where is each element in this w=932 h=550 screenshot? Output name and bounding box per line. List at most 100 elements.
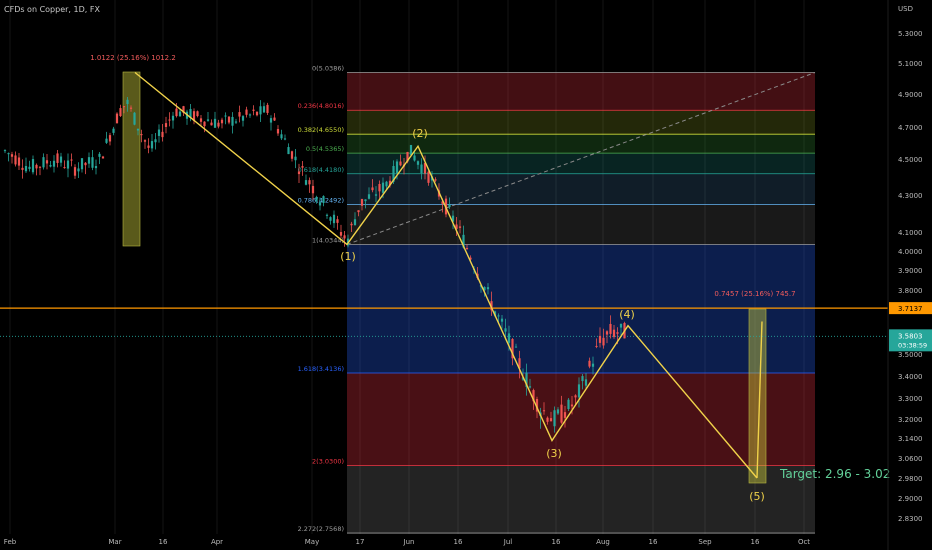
- candle-body: [329, 217, 332, 221]
- fib-level-label: 1(4.0344): [312, 236, 344, 244]
- candle-body: [294, 156, 297, 161]
- fibonacci-retracement[interactable]: 0(5.0386) 0.236(4.8016) 0.382(4.6550) 0.5(4…: [298, 65, 815, 534]
- time-tick: Mar: [108, 538, 121, 546]
- candle-body: [112, 128, 115, 133]
- candle-body: [535, 399, 539, 412]
- candle-body: [94, 166, 98, 169]
- measure-box-right[interactable]: [748, 308, 767, 484]
- candle-body: [616, 332, 619, 334]
- candle-body: [210, 122, 213, 126]
- price-tick: 4.7000: [898, 124, 923, 132]
- candle-body: [563, 412, 567, 418]
- price-tick: 2.8300: [898, 515, 923, 523]
- measure-label-right: 0.7457 (25.16%) 745.7: [714, 290, 795, 298]
- candle-body: [164, 123, 168, 127]
- candle-body: [91, 157, 94, 168]
- candle-body: [252, 109, 255, 111]
- candle-body: [462, 234, 465, 248]
- candle-body: [602, 337, 605, 346]
- candle-body: [311, 185, 315, 194]
- candle-body: [35, 164, 38, 169]
- candle-body: [224, 115, 227, 117]
- measure-tools[interactable]: [122, 71, 767, 484]
- candle-body: [486, 287, 490, 290]
- candle-body: [175, 108, 178, 117]
- price-tick: 4.1000: [898, 229, 923, 237]
- candle-body: [451, 215, 455, 222]
- candle-body: [129, 107, 133, 109]
- target-label: Target: 2.96 - 3.02: [779, 467, 890, 481]
- fib-level-label: 0.5(4.5365): [306, 145, 344, 153]
- candle-body: [546, 417, 549, 422]
- candle-body: [427, 171, 430, 183]
- candle-body: [21, 167, 24, 170]
- candle-body: [56, 153, 59, 163]
- candle-body: [577, 384, 581, 398]
- candle-body: [511, 339, 514, 359]
- candle-body: [161, 131, 164, 138]
- price-tick: 3.9000: [898, 267, 923, 275]
- price-tick: 3.5000: [898, 351, 923, 359]
- candle-body: [234, 121, 238, 123]
- wave-labels: (1) (2) (3) (4) (5): [340, 127, 765, 503]
- fib-zone: [347, 173, 815, 205]
- fib-zone: [347, 134, 815, 154]
- candle-body: [220, 119, 224, 124]
- candle-body: [392, 166, 395, 182]
- elliott-wave-path[interactable]: [134, 71, 758, 479]
- candle-body: [448, 204, 451, 208]
- candle-body: [350, 223, 353, 226]
- candle-body: [360, 199, 364, 206]
- candle-body: [133, 112, 136, 125]
- candle-body: [318, 202, 322, 206]
- candle-body: [322, 196, 325, 204]
- candle-body: [353, 219, 357, 226]
- candle-body: [150, 141, 154, 149]
- candle-body: [231, 116, 234, 126]
- candle-body: [332, 214, 336, 224]
- time-tick: Oct: [798, 538, 810, 546]
- candle-body: [374, 194, 378, 196]
- candle-body: [14, 155, 17, 165]
- candle-body: [588, 360, 591, 367]
- time-axis[interactable]: Feb Mar 16 Apr May 17 Jun 16 Jul 16 Aug 16 Sep 16 Oct: [4, 538, 811, 546]
- candle-body: [3, 150, 7, 152]
- candle-body: [605, 331, 609, 335]
- candle-body: [497, 315, 500, 317]
- candle-body: [24, 166, 28, 172]
- candle-body: [213, 118, 217, 128]
- fib-zone: [347, 204, 815, 245]
- time-tick: Sep: [698, 538, 712, 546]
- price-tick: 2.9000: [898, 495, 923, 503]
- candle-body: [7, 153, 10, 155]
- candle-body: [206, 119, 210, 121]
- spike-down-line[interactable]: [756, 321, 763, 479]
- candle-body: [10, 154, 14, 157]
- candle-body: [441, 201, 444, 204]
- candle-body: [455, 224, 458, 229]
- candle-body: [595, 345, 598, 347]
- candle-body: [283, 138, 287, 140]
- price-tick: 3.0600: [898, 455, 923, 463]
- candle-body: [528, 386, 532, 388]
- candle-body: [115, 113, 119, 124]
- wave-label-1: (1): [340, 250, 356, 263]
- trend-line-dashed[interactable]: [346, 72, 816, 245]
- candle-body: [465, 248, 469, 250]
- candle-body: [77, 168, 80, 172]
- candle-body: [245, 109, 248, 115]
- measure-box-left[interactable]: [122, 71, 141, 247]
- candle-body: [199, 118, 203, 122]
- horizontal-line-badge[interactable]: [889, 302, 932, 315]
- candle-body: [290, 151, 294, 159]
- candle-body: [357, 210, 360, 213]
- candle-body: [556, 409, 560, 414]
- fib-zone: [347, 72, 815, 111]
- candle-body: [570, 404, 574, 407]
- symbol-title[interactable]: CFDs on Copper, 1D, FX: [4, 5, 100, 14]
- candle-body: [493, 311, 497, 316]
- price-axis[interactable]: USD 5.3000 5.1000 4.9000 4.7000 4.5000 4.3000 4…: [887, 0, 932, 550]
- candle-body: [192, 111, 196, 121]
- candle-body: [584, 379, 588, 386]
